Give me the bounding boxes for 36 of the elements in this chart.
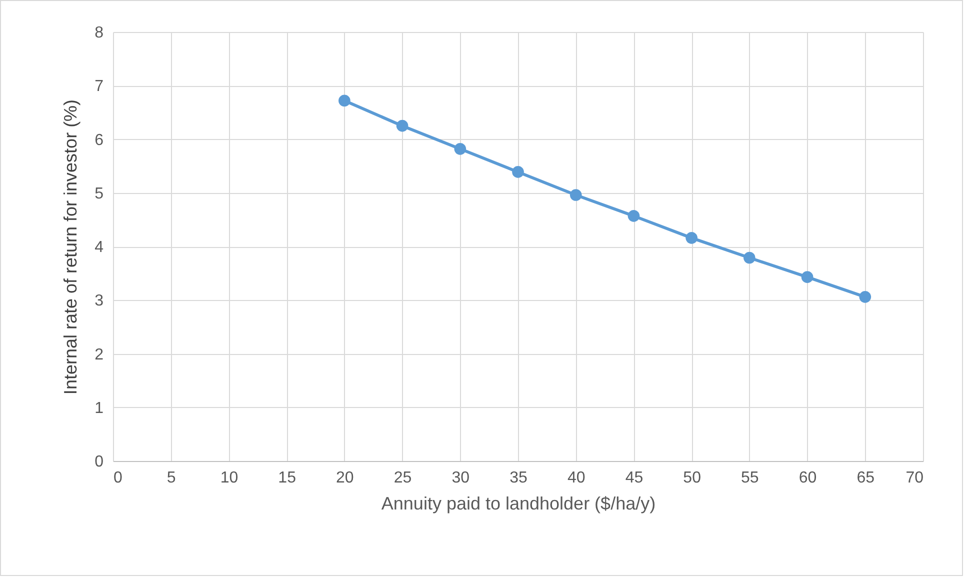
point	[570, 189, 582, 201]
x-tick-label: 40	[567, 470, 586, 486]
x-tick-label: 0	[114, 470, 122, 486]
y-tick-label: 6	[94, 132, 104, 149]
x-tick-label: 45	[625, 470, 644, 486]
point	[628, 210, 640, 222]
x-tick-label: 10	[220, 470, 238, 486]
x-tick-label: 25	[394, 470, 412, 486]
y-tick-label: 8	[94, 24, 104, 42]
x-tick-label: 20	[336, 470, 354, 486]
x-tick-label: 30	[452, 470, 470, 486]
y-tick-label: 2	[94, 346, 104, 364]
x-tick-label: 55	[741, 470, 759, 486]
x-tick-label: 60	[798, 470, 817, 486]
y-tick-label: 3	[94, 292, 104, 310]
x-tick-label: 15	[278, 470, 296, 486]
x-axis-title: Annuity paid to landholder ($/ha/y)	[381, 494, 656, 514]
point	[859, 291, 872, 303]
point	[801, 271, 814, 283]
x-tick-label: 70	[906, 470, 924, 486]
y-axis-title: Internal rate of return for investor (%)	[60, 99, 81, 395]
point	[512, 166, 524, 178]
y-tick-label: 0	[94, 454, 104, 470]
point	[454, 143, 466, 155]
x-tick-label: 35	[510, 470, 528, 486]
x-tick-label: 5	[166, 470, 176, 486]
y-tick-label: 1	[94, 400, 104, 417]
y-tick-label: 5	[94, 185, 104, 202]
point	[396, 120, 408, 132]
point	[338, 94, 350, 107]
point	[686, 232, 698, 244]
y-tick-label: 4	[94, 239, 104, 256]
y-tick-label: 7	[94, 78, 104, 96]
x-tick-label: 65	[856, 470, 875, 486]
x-tick-label: 50	[683, 470, 702, 486]
point	[744, 252, 756, 264]
